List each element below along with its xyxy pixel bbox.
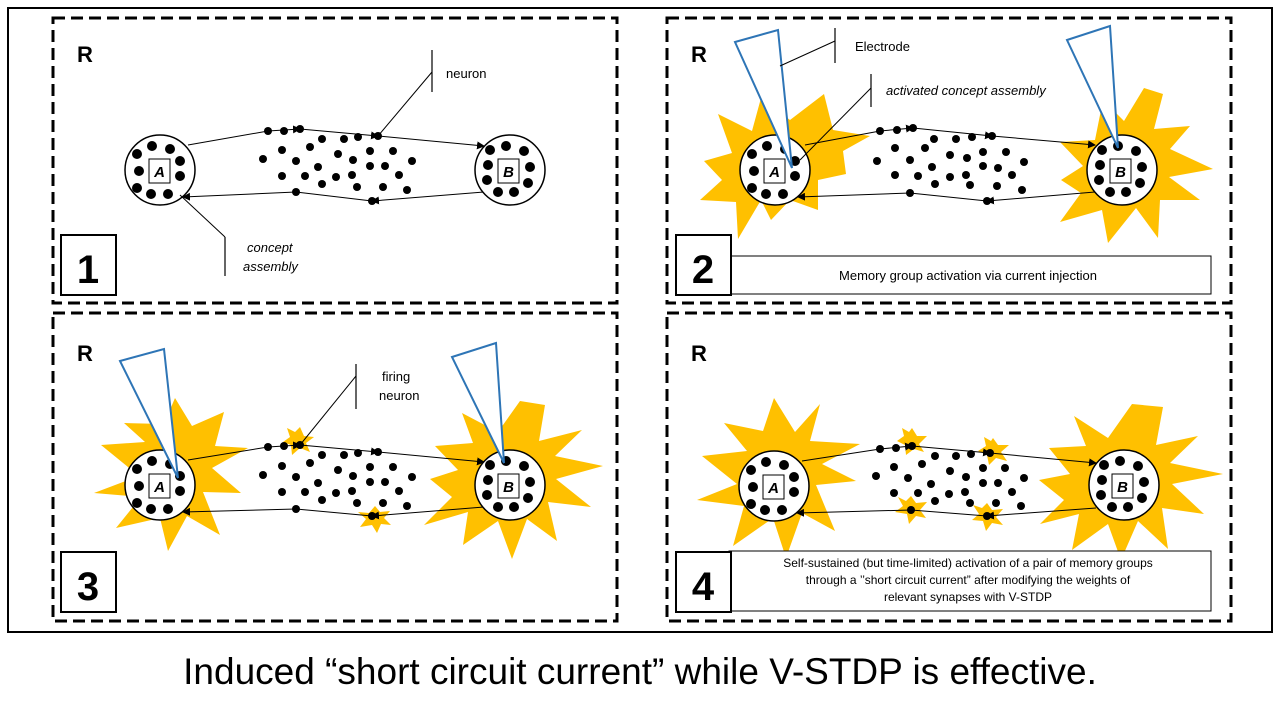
panel-4-frame: [665, 311, 1233, 623]
concept-label-a: A: [153, 164, 165, 181]
panel-4: R A B: [675, 341, 1223, 613]
concept-label-b: B: [1115, 164, 1126, 181]
synapse-arrow: [371, 191, 485, 205]
concept-label-b: B: [503, 479, 514, 496]
synapse-arrow: [299, 444, 379, 456]
panel-caption-box: [728, 550, 1212, 612]
synapse-arrow: [796, 508, 912, 517]
synapse-arrow: [910, 509, 988, 517]
starburst-icon: [358, 506, 391, 533]
electrode-icon: [118, 347, 179, 479]
callout-line: [179, 194, 226, 238]
electrode-icon: [733, 28, 793, 169]
assembly-neurons: [132, 141, 185, 199]
panel-number: 4: [692, 565, 715, 609]
annotation-assembly: assembly: [243, 259, 299, 274]
concept-label-box: [1111, 473, 1134, 499]
synapse-arrow: [797, 192, 911, 201]
callout-line: [377, 71, 433, 137]
panel-caption-line-2: through a ’’short circuit current” after…: [806, 573, 1131, 587]
concept-label-box: [148, 158, 171, 184]
synapse-arrow: [801, 448, 881, 462]
panel-label: R: [691, 42, 707, 67]
concept-label-box: [497, 158, 520, 184]
neuron-cloud: [259, 125, 416, 205]
starburst-icon: [978, 437, 1009, 465]
neuron-cloud: [873, 124, 1028, 205]
callout-line: [299, 375, 357, 446]
concept-label-box: [497, 473, 520, 499]
assembly-neurons: [746, 457, 799, 515]
panel-number-box: [675, 234, 732, 296]
panel-1-frame: [51, 16, 619, 305]
annotation-electrode: Electrode: [855, 39, 910, 54]
concept-label-a: A: [767, 480, 779, 497]
panel-2-frame: [665, 16, 1233, 305]
synapse-arrow: [986, 507, 1097, 520]
assembly-neurons: [132, 456, 185, 514]
panel-3-frame: [51, 311, 619, 623]
neuron-cloud: [872, 442, 1028, 520]
panel-number-box: [60, 234, 117, 296]
synapse-arrow: [295, 191, 373, 202]
panel-label: R: [77, 42, 93, 67]
synapse-arrow: [377, 135, 485, 150]
synapse-arrow: [187, 130, 269, 146]
panel-label: R: [77, 341, 93, 366]
synapse-arrow: [182, 191, 297, 201]
concept-label-a: A: [768, 164, 780, 181]
assembly-neurons: [1096, 456, 1149, 512]
concept-label-a: A: [153, 479, 165, 496]
panel-caption-line-3: relevant synapses with V-STDP: [884, 590, 1052, 604]
synapse-arrow: [909, 192, 988, 202]
synapse-arrow: [911, 445, 991, 457]
annotation-concept: concept: [247, 240, 294, 255]
panel-3: R A B: [60, 341, 603, 613]
concept-label-box: [763, 158, 786, 184]
panel-caption: Memory group activation via current inje…: [839, 268, 1097, 283]
synapse-arrow: [989, 452, 1097, 467]
panel-number: 3: [77, 565, 99, 609]
synapse-arrow: [991, 135, 1096, 149]
callout-line: [779, 40, 836, 67]
concept-label-box: [762, 474, 785, 500]
synapse-arrow: [377, 451, 485, 466]
synapse-arrow: [371, 506, 485, 520]
assembly-neurons: [482, 141, 535, 197]
panel-label: R: [691, 341, 707, 366]
synapse-arrow: [912, 127, 993, 140]
annotation-neuron: neuron: [446, 66, 486, 81]
concept-label-box: [148, 473, 171, 499]
concept-label-box: [1109, 158, 1132, 184]
panel-number-box: [675, 551, 732, 613]
neuron-cloud: [259, 441, 416, 520]
panel-1: R A B: [60, 42, 546, 296]
electrode-icon: [1065, 24, 1119, 149]
starburst-icon: [283, 427, 314, 455]
annotation-activated-assembly: activated concept assembly: [886, 83, 1047, 98]
panel-number: 2: [692, 248, 714, 292]
annotation-firing: firing: [382, 369, 410, 384]
assembly-neurons: [482, 456, 535, 512]
synapse-arrow: [299, 128, 379, 140]
synapse-arrow: [182, 507, 297, 516]
starburst-icon: [897, 428, 927, 455]
figure-caption: Induced “short circuit current” while V-…: [183, 651, 1097, 692]
assembly-neurons: [1094, 141, 1147, 197]
synapse-arrow: [187, 446, 269, 461]
outer-frame: [7, 7, 1273, 633]
concept-label-b: B: [503, 164, 514, 181]
annotation-neuron: neuron: [379, 388, 419, 403]
assembly-neurons: [747, 141, 800, 199]
callout-line: [799, 87, 872, 161]
panel-caption-line-1: Self-sustained (but time-limited) activa…: [783, 556, 1153, 570]
electrode-icon: [450, 341, 505, 464]
concept-label-b: B: [1117, 479, 1128, 496]
synapse-arrow: [295, 508, 373, 517]
panel-number-box: [60, 551, 117, 613]
panel-number: 1: [77, 248, 99, 292]
synapse-arrow: [986, 191, 1096, 205]
panel-2: R A B: [675, 24, 1213, 296]
